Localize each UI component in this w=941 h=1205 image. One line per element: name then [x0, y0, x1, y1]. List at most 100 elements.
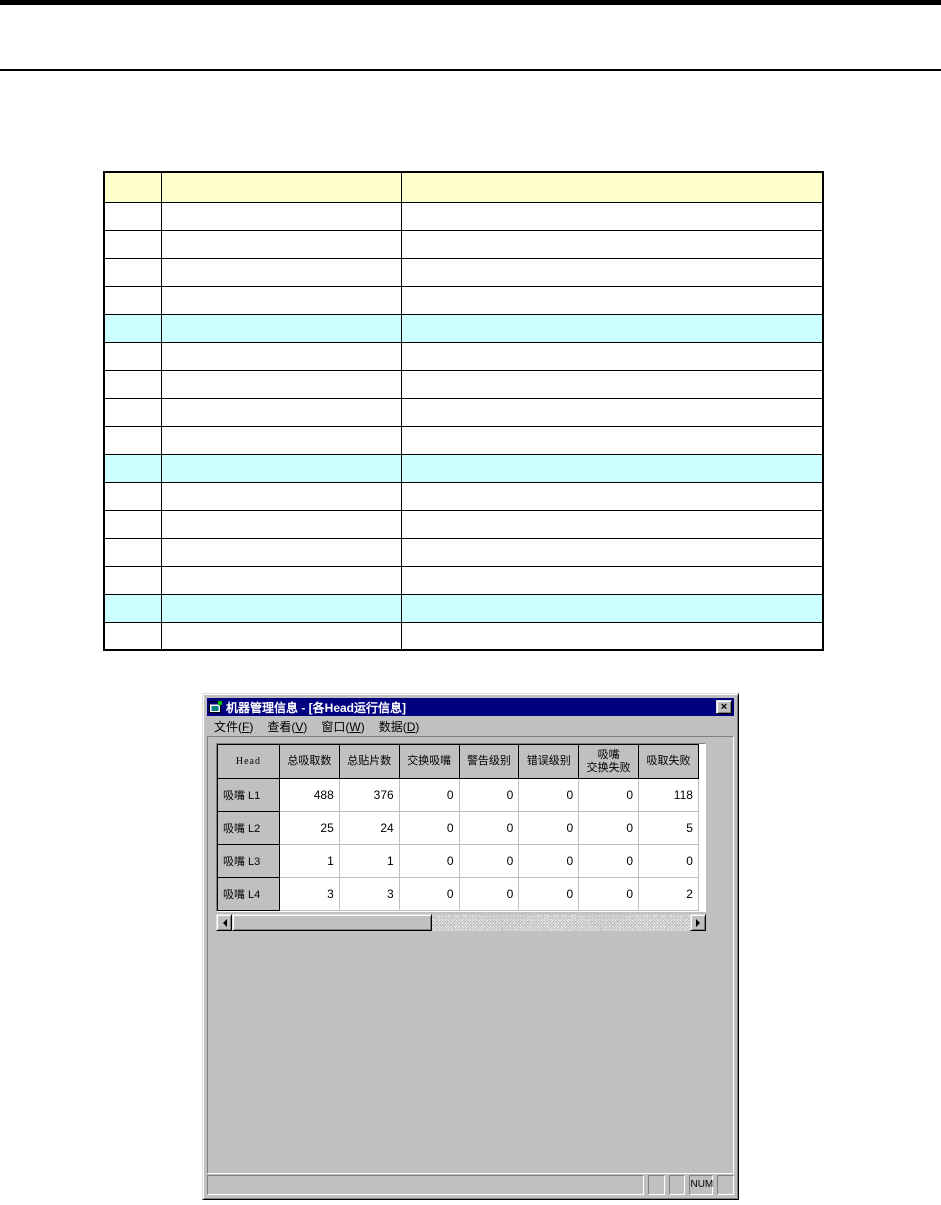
doc-row-15 — [103, 593, 824, 623]
grid-row-filler — [698, 778, 705, 812]
grid-cell: 0 — [578, 844, 640, 878]
grid-col-header-7: 吸取失败 — [638, 744, 699, 779]
grid-cell: 0 — [399, 877, 460, 911]
grid-cell: 24 — [339, 811, 400, 845]
grid-cell: 5 — [638, 811, 699, 845]
doc-cell — [103, 369, 162, 399]
grid-row-filler — [698, 811, 705, 845]
menu-item-W[interactable]: 窗口(W) — [321, 720, 365, 734]
doc-cell — [103, 453, 162, 483]
doc-cell — [160, 313, 402, 343]
grid-col-header-5: 错误级别 — [518, 744, 580, 779]
doc-cell — [160, 229, 402, 259]
doc-cell — [103, 593, 162, 623]
num-indicator: NUM — [689, 1175, 714, 1195]
page-header-rule — [0, 69, 941, 71]
doc-cell — [103, 565, 162, 595]
doc-table-body — [103, 201, 824, 651]
doc-cell — [400, 537, 824, 567]
doc-cell — [400, 565, 824, 595]
grid-body: 吸嘴 L1 488 376 0 0 0 0 118 吸嘴 L2 25 24 0 0 0 0 5 吸嘴 L3 1 1 0… — [217, 778, 705, 911]
doc-row-16 — [103, 621, 824, 651]
close-button[interactable]: × — [716, 700, 732, 714]
grid-col-header-6: 吸嘴 交换失败 — [578, 744, 640, 779]
doc-row-3 — [103, 257, 824, 287]
doc-cell — [103, 397, 162, 427]
doc-cell — [103, 509, 162, 539]
doc-cell — [103, 285, 162, 315]
doc-row-6 — [103, 341, 824, 371]
grid-row-header: 吸嘴 L3 — [217, 844, 280, 878]
document-table — [103, 171, 824, 651]
scroll-thumb[interactable] — [232, 914, 432, 931]
doc-cell — [400, 341, 824, 371]
grid-cell: 0 — [399, 844, 460, 878]
doc-cell — [103, 481, 162, 511]
doc-header-cell-2 — [400, 171, 824, 203]
doc-cell — [400, 285, 824, 315]
menu-bar: 文件(F) 查看(V) 窗口(W) 数据(D) — [207, 717, 734, 736]
doc-row-9 — [103, 425, 824, 455]
page-top-bar — [0, 0, 941, 5]
doc-cell — [160, 201, 402, 231]
grid-row-4: 吸嘴 L4 3 3 0 0 0 0 2 — [217, 877, 705, 911]
status-message-panel — [207, 1175, 645, 1195]
right-arrow-icon — [695, 918, 704, 927]
grid-cell: 25 — [279, 811, 340, 845]
grid-cell: 1 — [279, 844, 340, 878]
doc-cell — [103, 425, 162, 455]
doc-cell — [103, 537, 162, 567]
grid-cell: 0 — [459, 844, 520, 878]
doc-cell — [160, 537, 402, 567]
h-scrollbar[interactable] — [216, 914, 706, 931]
doc-cell — [160, 565, 402, 595]
doc-cell — [103, 621, 162, 651]
menu-item-V[interactable]: 查看(V) — [267, 720, 308, 734]
doc-cell — [103, 229, 162, 259]
doc-cell — [160, 509, 402, 539]
grid-cell: 488 — [279, 778, 340, 812]
doc-cell — [400, 425, 824, 455]
menu-item-D[interactable]: 数据(D) — [378, 720, 420, 734]
app-icon — [209, 700, 223, 713]
grid-cell: 118 — [638, 778, 699, 812]
scroll-track[interactable] — [432, 914, 690, 931]
doc-row-13 — [103, 537, 824, 567]
doc-row-11 — [103, 481, 824, 511]
scroll-right-button[interactable] — [690, 914, 706, 931]
grid-cell: 3 — [279, 877, 340, 911]
grid-cell: 0 — [578, 778, 640, 812]
menu-item-F[interactable]: 文件(F) — [214, 720, 254, 734]
doc-cell — [160, 453, 402, 483]
doc-cell — [400, 257, 824, 287]
close-icon: × — [720, 700, 728, 713]
doc-header-row — [103, 171, 824, 203]
doc-row-4 — [103, 285, 824, 315]
doc-header-cell-0 — [103, 171, 162, 203]
grid-col-header-2: 总贴片数 — [338, 744, 400, 779]
doc-cell — [400, 201, 824, 231]
doc-cell — [400, 453, 824, 483]
status-panel-0 — [648, 1175, 665, 1195]
doc-cell — [160, 369, 402, 399]
doc-cell — [103, 341, 162, 371]
data-grid: Head 总吸取数 总贴片数 交换吸嘴 警告级别 错误级别 吸嘴 交换失败 吸取失败 吸嘴 L… — [216, 743, 706, 912]
doc-row-14 — [103, 565, 824, 595]
doc-row-2 — [103, 229, 824, 259]
doc-cell — [160, 425, 402, 455]
grid-cell: 0 — [518, 877, 580, 911]
grid-row-2: 吸嘴 L2 25 24 0 0 0 0 5 — [217, 811, 705, 845]
doc-cell — [103, 201, 162, 231]
scroll-left-button[interactable] — [216, 914, 232, 931]
grid-row-filler — [698, 877, 705, 911]
grid-cell: 0 — [518, 844, 580, 878]
grid-row-3: 吸嘴 L3 1 1 0 0 0 0 0 — [217, 844, 705, 878]
grid-cell: 0 — [459, 778, 520, 812]
doc-row-5 — [103, 313, 824, 343]
title-bar[interactable]: 机器管理信息 - [各Head运行信息] × — [207, 698, 734, 716]
doc-row-7 — [103, 369, 824, 399]
grid-row-filler — [698, 844, 705, 878]
doc-cell — [160, 285, 402, 315]
doc-row-10 — [103, 453, 824, 483]
grid-col-header-0: Head — [217, 744, 280, 779]
